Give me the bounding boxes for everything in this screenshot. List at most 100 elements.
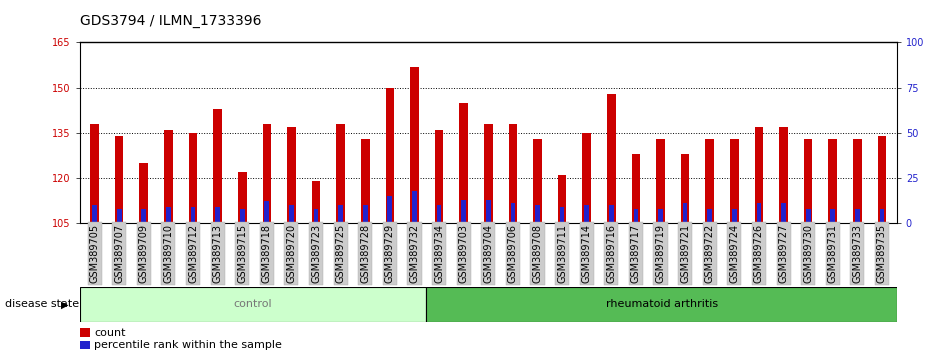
Bar [238, 172, 247, 223]
Bar [191, 207, 195, 223]
Bar [535, 205, 540, 223]
Text: GSM389709: GSM389709 [139, 224, 148, 283]
Bar [584, 205, 589, 223]
Bar [412, 190, 417, 223]
Text: GSM389725: GSM389725 [335, 224, 346, 283]
Bar [632, 154, 640, 223]
Bar [338, 205, 343, 223]
Bar [166, 207, 171, 223]
Bar [806, 209, 810, 223]
Bar [757, 203, 762, 223]
Bar [80, 328, 90, 337]
Text: GSM389704: GSM389704 [484, 224, 493, 283]
Bar [485, 200, 491, 223]
Text: GSM389720: GSM389720 [286, 224, 297, 283]
Bar [386, 88, 394, 223]
Bar [730, 139, 739, 223]
Bar [755, 127, 763, 223]
Bar [533, 139, 542, 223]
Bar [140, 163, 148, 223]
Bar [263, 124, 271, 223]
Text: GSM389731: GSM389731 [828, 224, 838, 283]
Text: GSM389732: GSM389732 [409, 224, 420, 283]
Bar [239, 209, 244, 223]
Bar [164, 130, 173, 223]
Bar [656, 139, 665, 223]
Bar [289, 205, 294, 223]
Bar [707, 209, 712, 223]
Text: count: count [94, 327, 126, 338]
Bar [312, 181, 320, 223]
Text: GSM389712: GSM389712 [188, 224, 198, 283]
Text: GSM389706: GSM389706 [508, 224, 518, 283]
Bar [683, 203, 687, 223]
Bar [855, 209, 860, 223]
Bar [116, 209, 121, 223]
Bar [607, 94, 616, 223]
Text: GSM389722: GSM389722 [705, 224, 715, 283]
Bar [336, 124, 345, 223]
Bar [80, 341, 90, 349]
Bar [658, 209, 663, 223]
Text: GSM389728: GSM389728 [361, 224, 370, 283]
Bar [878, 136, 886, 223]
Bar [634, 209, 639, 223]
Text: GSM389726: GSM389726 [754, 224, 764, 283]
Bar [484, 124, 493, 223]
Bar [511, 203, 516, 223]
Text: GSM389713: GSM389713 [212, 224, 223, 283]
Text: GSM389717: GSM389717 [631, 224, 641, 283]
Bar [681, 154, 689, 223]
Text: GSM389727: GSM389727 [778, 224, 789, 283]
Bar [361, 139, 370, 223]
Text: GSM389708: GSM389708 [532, 224, 543, 283]
Bar [80, 287, 426, 322]
Text: GSM389714: GSM389714 [581, 224, 592, 283]
Text: GSM389716: GSM389716 [607, 224, 616, 283]
Text: GSM389718: GSM389718 [262, 224, 271, 283]
Bar [213, 109, 222, 223]
Text: GSM389705: GSM389705 [89, 224, 100, 283]
Bar [314, 209, 318, 223]
Bar [287, 127, 296, 223]
Text: GSM389729: GSM389729 [385, 224, 395, 283]
Bar [265, 201, 269, 223]
Text: rheumatoid arthritis: rheumatoid arthritis [606, 299, 717, 309]
Bar [459, 103, 468, 223]
Bar [410, 67, 419, 223]
Bar [388, 196, 393, 223]
Bar [115, 136, 124, 223]
Bar [215, 207, 220, 223]
Bar [779, 127, 788, 223]
Text: GSM389721: GSM389721 [680, 224, 690, 283]
Text: GSM389734: GSM389734 [434, 224, 444, 283]
Bar [830, 209, 835, 223]
Text: GSM389715: GSM389715 [238, 224, 247, 283]
Bar [781, 203, 786, 223]
Bar [92, 205, 97, 223]
Text: GSM389730: GSM389730 [803, 224, 813, 283]
Text: ▶: ▶ [61, 299, 69, 309]
Bar [142, 209, 146, 223]
Bar [362, 205, 367, 223]
Bar [804, 139, 812, 223]
Text: GSM389719: GSM389719 [655, 224, 666, 283]
Bar [461, 200, 466, 223]
Bar [509, 124, 517, 223]
Bar [705, 139, 714, 223]
Text: GSM389724: GSM389724 [730, 224, 739, 283]
Bar [426, 287, 897, 322]
Text: control: control [234, 299, 272, 309]
Bar [558, 175, 566, 223]
Text: GSM389703: GSM389703 [458, 224, 469, 283]
Bar [828, 139, 837, 223]
Bar [732, 209, 737, 223]
Text: GSM389707: GSM389707 [115, 224, 124, 283]
Text: GSM389735: GSM389735 [877, 224, 887, 283]
Text: GDS3794 / ILMN_1733396: GDS3794 / ILMN_1733396 [80, 14, 261, 28]
Bar [853, 139, 862, 223]
Text: GSM389733: GSM389733 [853, 224, 862, 283]
Bar [609, 205, 614, 223]
Text: GSM389723: GSM389723 [311, 224, 321, 283]
Text: GSM389710: GSM389710 [163, 224, 174, 283]
